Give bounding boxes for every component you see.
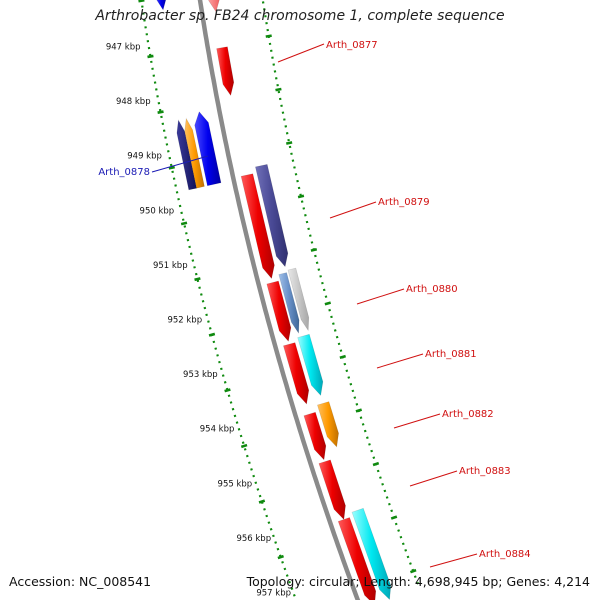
gene-arrow xyxy=(208,0,220,13)
ruler-tick-label: 953 kbp xyxy=(183,370,218,380)
ruler-tick xyxy=(168,165,175,170)
label-arth-0880: Arth_0880 xyxy=(406,284,458,295)
leader-arth-0882 xyxy=(393,413,441,429)
backbone-layer xyxy=(197,0,361,600)
gene-arrow-arth-0882 xyxy=(317,401,339,448)
gene-arrow-arth-0880 xyxy=(287,267,310,332)
ruler-tick xyxy=(277,554,284,560)
ruler-tick xyxy=(297,194,305,199)
gene-arrow xyxy=(156,0,167,11)
ruler-tick xyxy=(147,54,154,59)
gene-arrow-arth-0884 xyxy=(337,517,377,600)
gene-arrow xyxy=(184,117,205,189)
ruler-tick-label: 957 kbp xyxy=(256,589,291,599)
leader-arth-0877 xyxy=(277,43,325,63)
ruler-tick xyxy=(240,443,248,449)
gene-arrow xyxy=(283,342,310,405)
ruler-tick-label: 947 kbp xyxy=(106,43,141,53)
gene-layer xyxy=(156,0,392,600)
label-arth-0882: Arth_0882 xyxy=(442,409,494,420)
leader-arth-0879 xyxy=(329,201,377,219)
gene-arrow xyxy=(303,411,327,461)
gene-arrow-arth-0879 xyxy=(255,164,289,268)
accession-value: NC_008541 xyxy=(79,574,152,589)
ruler-tick xyxy=(285,141,293,145)
label-arth-0884: Arth_0884 xyxy=(479,549,531,560)
leader-arth-0880 xyxy=(356,288,405,305)
label-arth-0879: Arth_0879 xyxy=(378,197,430,208)
ruler-layer xyxy=(138,0,421,600)
length-label: Length: xyxy=(363,574,411,589)
ruler-tick xyxy=(324,301,332,306)
gene-arrow xyxy=(351,507,392,600)
label-layer: 947 kbp 948 kbp 949 kbp 950 kbp 951 kbp 952 k… xyxy=(98,40,530,599)
ruler-tick-label: 954 kbp xyxy=(200,425,235,435)
label-arth-0881: Arth_0881 xyxy=(425,349,477,360)
genes-label: Genes: xyxy=(506,574,551,589)
topology-label: Topology: xyxy=(246,574,306,589)
ruler-tick-label: 948 kbp xyxy=(116,97,151,107)
gene-arrow xyxy=(176,119,197,191)
accession-info: Accession: NC_008541 xyxy=(9,574,151,589)
ruler-tick xyxy=(409,568,417,574)
backbone-line xyxy=(197,0,361,600)
ruler-tick xyxy=(157,110,164,114)
ruler-tick-label: 951 kbp xyxy=(153,261,188,271)
topology-value: circular; xyxy=(309,574,360,589)
ruler-tick-label: 956 kbp xyxy=(236,534,271,544)
ruler-tick xyxy=(138,0,145,3)
sequence-stats: Topology: circular; Length: 4,698,945 bp… xyxy=(247,574,590,589)
ruler-tick-label: 950 kbp xyxy=(140,206,175,216)
ruler-tick xyxy=(390,515,398,520)
label-arth-0878: Arth_0878 xyxy=(98,167,150,178)
ruler-tick xyxy=(310,247,318,252)
leader-arth-0884 xyxy=(429,553,478,568)
length-value: 4,698,945 bp; xyxy=(414,574,503,589)
ruler-tick xyxy=(372,461,380,467)
label-arth-0877: Arth_0877 xyxy=(326,40,378,51)
gene-arrow-arth-0878 xyxy=(194,111,222,187)
label-arth-0883: Arth_0883 xyxy=(459,466,511,477)
leader-arth-0881 xyxy=(376,353,424,369)
ruler-tick xyxy=(208,332,216,337)
ruler-tick-label: 949 kbp xyxy=(127,152,162,162)
gene-arrow-arth-0883 xyxy=(318,459,346,521)
gene-arrow-arth-0877 xyxy=(216,46,235,97)
gene-arrow xyxy=(240,173,275,280)
accession-label: Accession: xyxy=(9,574,76,589)
ruler-tick xyxy=(180,221,188,226)
leader-arth-0878 xyxy=(151,155,209,173)
gene-arrow xyxy=(266,280,292,342)
gene-arrow-arth-0881 xyxy=(297,333,324,397)
ruler-left-line xyxy=(140,0,298,600)
gene-arrow xyxy=(278,272,300,335)
ruler-tick-label: 952 kbp xyxy=(167,316,202,326)
ruler-tick xyxy=(355,408,363,413)
ruler-tick-label: 955 kbp xyxy=(218,479,253,489)
ruler-tick xyxy=(224,388,231,393)
ruler-tick xyxy=(265,34,272,38)
map-title: Arthrobacter sp. FB24 chromosome 1, comp… xyxy=(95,8,505,24)
leader-layer xyxy=(151,43,478,568)
leader-arth-0883 xyxy=(409,470,458,487)
genes-value: 4,214 xyxy=(554,574,590,589)
ruler-tick xyxy=(275,87,282,92)
ruler-tick xyxy=(339,354,347,360)
ruler-tick xyxy=(258,499,266,504)
ruler-tick xyxy=(194,277,201,282)
